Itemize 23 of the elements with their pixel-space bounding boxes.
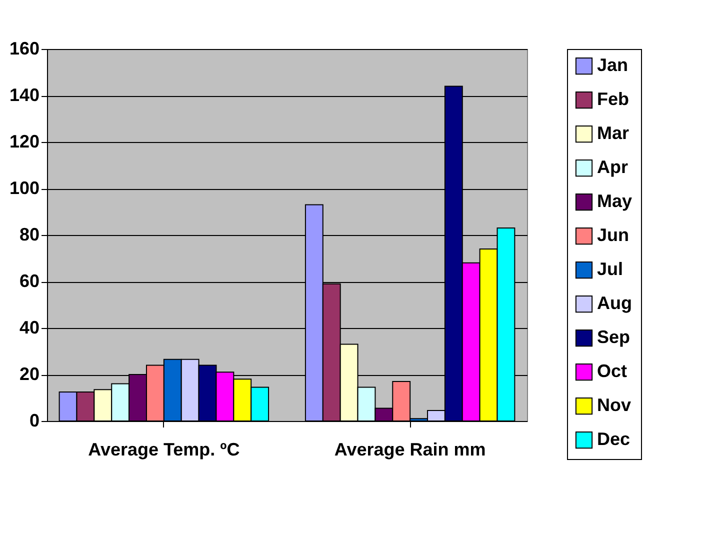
legend-label: Aug [597, 293, 632, 313]
legend-label: May [597, 191, 632, 211]
y-tick-label: 40 [19, 318, 40, 338]
legend-label: Mar [597, 123, 630, 143]
y-tick-label: 160 [9, 38, 40, 58]
y-tick-label: 60 [19, 271, 40, 291]
legend-label: Dec [597, 429, 630, 449]
x-tick-label: Average Temp. ºC [88, 440, 240, 460]
y-tick-label: 20 [19, 364, 40, 384]
legend-label: Feb [597, 89, 630, 109]
y-tick-label: 120 [9, 132, 40, 152]
y-tick-label: 140 [9, 85, 40, 105]
legend-label: Apr [597, 157, 628, 177]
legend-label: Jul [597, 259, 624, 279]
y-tick-label: 0 [29, 410, 40, 430]
legend-label: Jun [597, 225, 630, 245]
legend-label: Jan [597, 55, 628, 75]
legend-label: Nov [597, 395, 632, 415]
x-tick-label: Average Rain mm [334, 440, 486, 460]
legend-label: Sep [597, 327, 630, 347]
legend-label: Oct [597, 361, 628, 381]
y-tick-label: 100 [9, 178, 40, 198]
y-tick-label: 80 [19, 224, 40, 244]
